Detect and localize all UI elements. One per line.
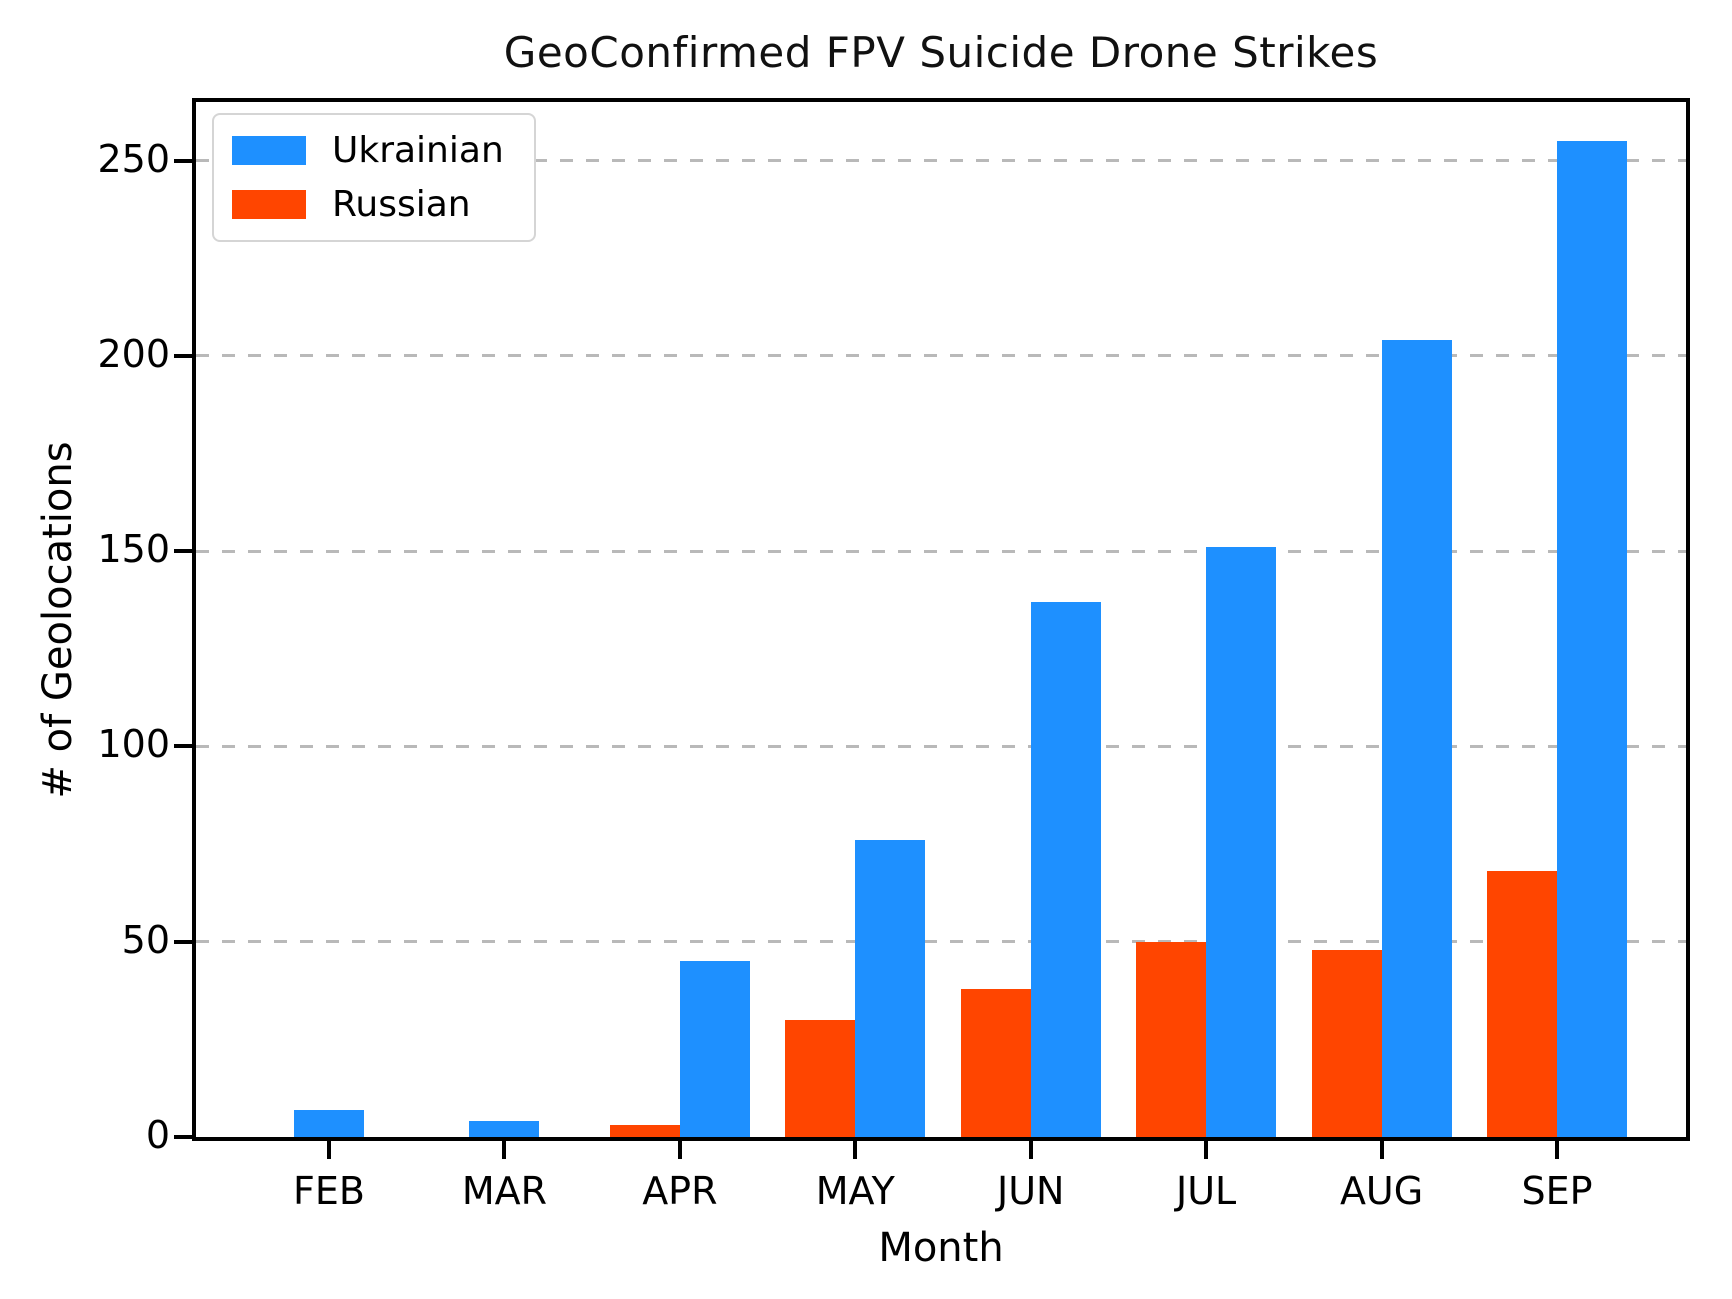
y-tick-mark-200 (174, 353, 192, 358)
legend-label-ukrainian: Ukrainian (332, 130, 504, 171)
bar-russian-JUN (960, 988, 1031, 1137)
y-tick-mark-150 (174, 549, 192, 554)
y-tick-label-150: 150 (97, 527, 170, 572)
x-tick-label-JUN: JUN (996, 1169, 1065, 1213)
legend-row-russian: Russian (232, 183, 504, 225)
x-tick-label-JUL: JUL (1176, 1169, 1237, 1213)
bar-ukrainian-JUN (1030, 601, 1101, 1137)
y-tick-label-100: 100 (97, 722, 170, 767)
gridline-250 (196, 159, 1686, 163)
x-tick-mark-FEB (327, 1141, 331, 1159)
bar-russian-APR (609, 1125, 680, 1137)
x-tick-label-APR: APR (642, 1169, 718, 1213)
gridline-50 (196, 940, 1686, 944)
bar-ukrainian-JUL (1206, 547, 1277, 1137)
chart-title: GeoConfirmed FPV Suicide Drone Strikes (503, 28, 1379, 77)
bar-russian-JUL (1136, 941, 1207, 1137)
legend-label-russian: Russian (332, 183, 471, 225)
x-tick-label-MAR: MAR (461, 1169, 548, 1213)
x-tick-mark-JUN (1028, 1141, 1033, 1159)
y-tick-mark-100 (174, 744, 192, 749)
x-tick-label-MAY: MAY (815, 1169, 895, 1213)
y-axis-label: # of Geolocations (35, 441, 81, 799)
bar-ukrainian-MAY (855, 840, 926, 1137)
y-tick-label-50: 50 (121, 917, 170, 962)
x-tick-mark-MAR (502, 1141, 507, 1159)
bar-ukrainian-MAR (469, 1121, 540, 1137)
y-tick-mark-50 (174, 939, 192, 944)
gridline-150 (196, 549, 1686, 553)
y-tick-label-200: 200 (97, 332, 170, 377)
gridline-100 (196, 744, 1686, 748)
x-tick-mark-SEP (1555, 1141, 1559, 1159)
bar-ukrainian-FEB (294, 1109, 364, 1137)
gridline-200 (196, 354, 1686, 358)
x-tick-mark-MAY (853, 1141, 858, 1159)
y-tick-mark-0 (174, 1135, 192, 1139)
bar-ukrainian-APR (679, 961, 750, 1137)
y-tick-label-0: 0 (145, 1113, 170, 1158)
legend-swatch-russian (232, 189, 306, 219)
plot-area (192, 98, 1690, 1141)
y-tick-mark-250 (174, 158, 192, 163)
x-tick-label-FEB: FEB (293, 1169, 365, 1213)
bar-ukrainian-AUG (1381, 340, 1452, 1137)
x-tick-mark-JUL (1204, 1141, 1209, 1159)
x-axis-label: Month (878, 1225, 1004, 1271)
x-tick-label-AUG: AUG (1339, 1169, 1424, 1213)
x-tick-mark-AUG (1379, 1141, 1384, 1159)
bar-ukrainian-SEP (1557, 141, 1627, 1137)
bar-russian-AUG (1311, 949, 1382, 1137)
x-tick-mark-APR (677, 1141, 682, 1159)
legend-row-ukrainian: Ukrainian (232, 131, 504, 171)
legend: Ukrainian Russian (212, 113, 536, 243)
y-tick-label-250: 250 (97, 136, 170, 181)
x-tick-label-SEP: SEP (1521, 1169, 1593, 1213)
legend-swatch-ukrainian (232, 136, 306, 166)
bar-russian-SEP (1487, 871, 1557, 1137)
bar-russian-MAY (785, 1019, 856, 1137)
